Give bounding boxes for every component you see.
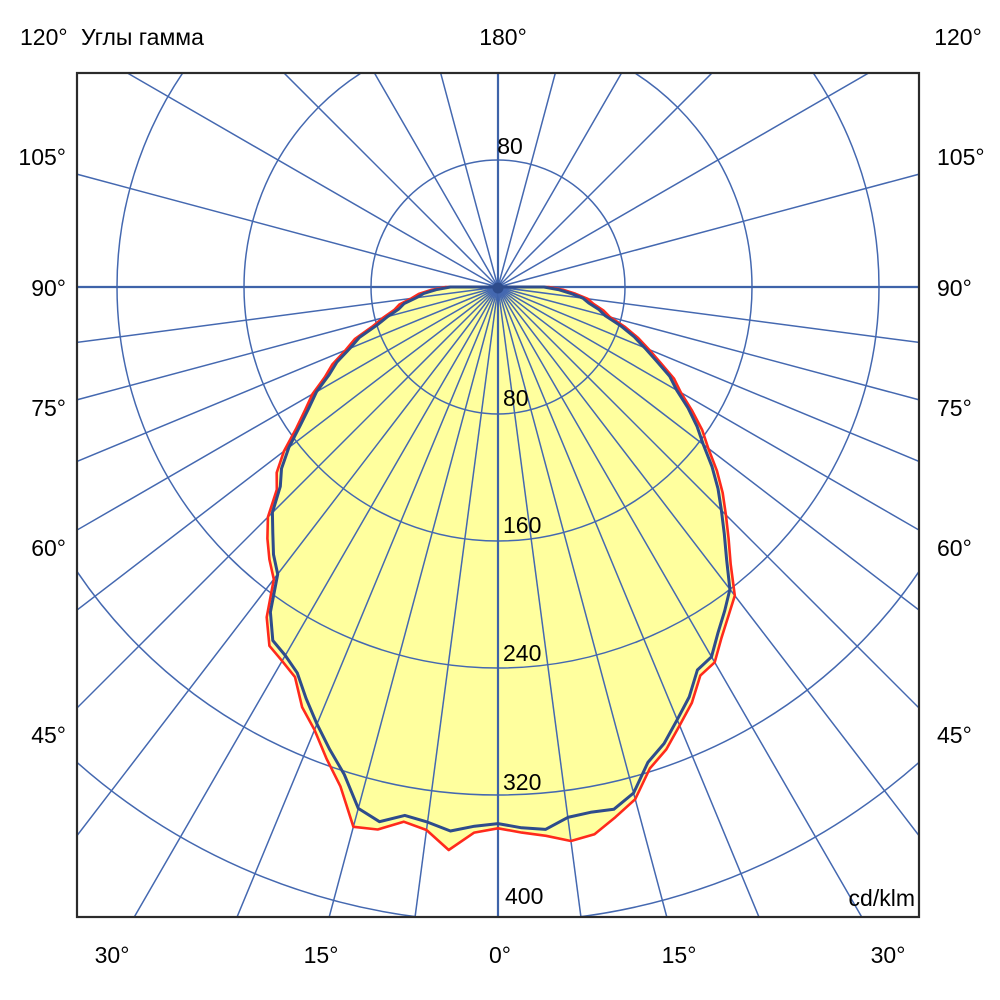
grid-ray-lower (77, 286, 499, 344)
unit-label: cd/klm (849, 885, 915, 911)
gamma-label-left: 105° (18, 144, 66, 170)
grid-ray-lower (77, 286, 499, 401)
gamma-label-right: 45° (937, 722, 972, 748)
grid-ray-lower (497, 286, 919, 531)
grid-ray-upper (497, 73, 623, 288)
grid-ray-upper (373, 73, 499, 288)
gamma-label-top-center: 180° (479, 24, 527, 50)
gamma-label-right: 90° (937, 275, 972, 301)
grid-ray-lower (497, 286, 582, 917)
grid-ray-lower (414, 286, 499, 917)
gamma-label-bottom: 30° (95, 942, 130, 968)
gamma-label-top-right: 120° (934, 24, 982, 50)
grid-ray-upper (282, 73, 499, 288)
gamma-label-bottom: 30° (871, 942, 906, 968)
gamma-label-right: 75° (937, 395, 972, 421)
radial-tick-label: 320 (503, 769, 541, 795)
grid-ray-lower (77, 286, 499, 837)
grid-ray-upper (77, 173, 499, 288)
grid-ray-lower (77, 286, 499, 531)
grid-ray-lower (133, 286, 499, 917)
grid-ray-lower (497, 286, 863, 917)
grid-ray-lower (497, 286, 668, 917)
grid-ray-lower (497, 286, 919, 344)
curve-origin-dot (492, 282, 504, 294)
radial-tick-label: 240 (503, 640, 541, 666)
gamma-label-left: 75° (31, 395, 66, 421)
grid-ray-upper (497, 73, 557, 288)
radial-tick-label: 160 (503, 512, 541, 538)
grid-ray-lower (328, 286, 499, 917)
gamma-label-bottom: 15° (662, 942, 697, 968)
grid-ray-upper (125, 73, 499, 288)
gamma-label-top-left: 120° (20, 24, 68, 50)
chart-title: Углы гамма (81, 24, 204, 50)
grid-ray-upper (497, 173, 919, 288)
grid-ray-lower (497, 286, 919, 710)
gamma-label-left: 45° (31, 722, 66, 748)
gamma-label-left: 90° (31, 275, 66, 301)
grid-ray-lower (236, 286, 499, 917)
grid-ray-lower (497, 286, 919, 611)
radial-tick-label: 80 (503, 385, 529, 411)
grid-ray-lower (497, 286, 919, 401)
radial-tick-label: 80 (497, 133, 523, 159)
grid-ray-lower (497, 286, 919, 463)
grid-ray-lower (77, 286, 499, 463)
grid-ray-lower (77, 286, 499, 710)
radial-tick-label: 400 (505, 883, 543, 909)
gamma-label-bottom: 0° (489, 942, 511, 968)
blue-curve (268, 285, 732, 833)
grid-ray-upper (497, 73, 871, 288)
grid-ray-lower (497, 286, 760, 917)
curve-fill-blue (270, 287, 730, 831)
grid-ray-upper (497, 73, 714, 288)
grid-ray-upper (439, 73, 499, 288)
grid-ray-lower (497, 286, 919, 837)
red-curve (265, 285, 737, 852)
gamma-label-bottom: 15° (304, 942, 339, 968)
gamma-label-right: 60° (937, 535, 972, 561)
plot-border (75, 71, 921, 919)
gamma-label-left: 60° (31, 535, 66, 561)
grid-ray-lower (77, 286, 499, 611)
gamma-label-right: 105° (937, 144, 985, 170)
